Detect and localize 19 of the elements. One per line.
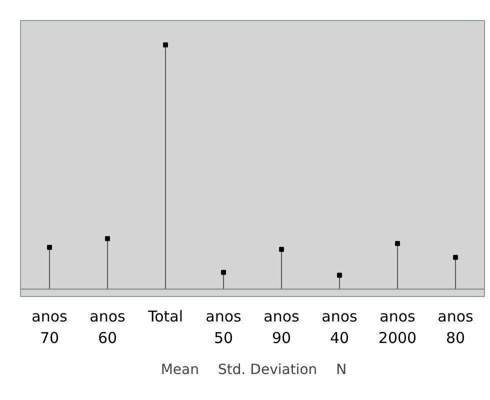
x-tick-label: anos 90	[264, 308, 300, 348]
point	[105, 236, 110, 242]
point	[279, 246, 284, 252]
x-tick-label: anos 40	[322, 308, 358, 348]
x-tick-label: anos 60	[90, 308, 126, 348]
x-tick-label: Total	[146, 308, 184, 326]
x-tick-label: anos 70	[32, 308, 68, 348]
point	[337, 272, 342, 278]
x-tick-label: anos 50	[206, 308, 242, 348]
x-tick-label: anos 2000	[378, 308, 417, 348]
text: Std. Deviation	[218, 362, 318, 378]
text: N	[336, 362, 348, 378]
point	[453, 254, 458, 260]
point	[395, 241, 400, 246]
text: Mean	[160, 362, 200, 378]
x-tick-label: anos 80	[438, 308, 474, 348]
point	[221, 270, 226, 275]
point	[163, 42, 168, 48]
point	[47, 244, 52, 250]
